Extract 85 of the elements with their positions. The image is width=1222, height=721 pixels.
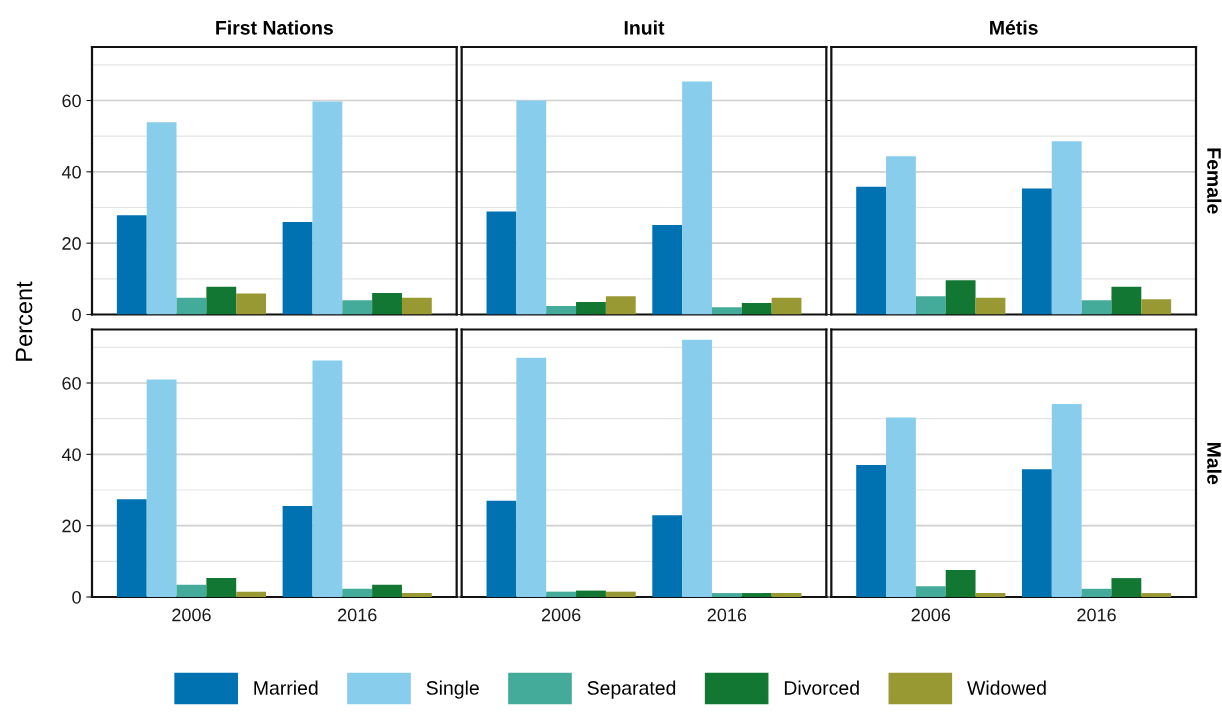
bar xyxy=(915,586,946,597)
bar xyxy=(236,591,267,597)
text: Female xyxy=(1207,148,1222,214)
y-tick-label: 0 xyxy=(72,590,81,604)
bar xyxy=(1141,593,1172,597)
bar xyxy=(975,297,1006,315)
bar xyxy=(886,417,916,597)
x-tick-label: 2006 xyxy=(541,608,581,622)
bar xyxy=(342,300,373,315)
legend-label: Single xyxy=(426,680,479,699)
bar xyxy=(282,222,313,315)
bar xyxy=(206,286,237,315)
bar xyxy=(1081,588,1112,597)
text: Male xyxy=(1207,442,1222,485)
bar xyxy=(915,296,946,315)
bar xyxy=(711,593,742,597)
bar xyxy=(576,302,606,315)
bar xyxy=(546,305,577,315)
x-tick-label: 2016 xyxy=(338,608,377,622)
bar xyxy=(1021,188,1052,315)
bar xyxy=(516,100,547,315)
bar xyxy=(116,499,147,597)
bar xyxy=(1111,578,1142,597)
y-tick-label: 0 xyxy=(72,308,81,322)
bar xyxy=(1141,299,1172,315)
x-tick-label: 2006 xyxy=(172,608,211,622)
bar xyxy=(711,307,742,315)
chart-title: Métis xyxy=(990,20,1038,35)
bar xyxy=(401,297,432,315)
bar xyxy=(342,588,373,597)
x-tick-label: 2016 xyxy=(1077,608,1116,622)
bar xyxy=(401,593,432,597)
bar xyxy=(741,303,772,315)
bar xyxy=(146,122,177,315)
bar xyxy=(945,280,976,315)
y-tick-label: 40 xyxy=(61,165,81,179)
bar xyxy=(682,81,712,315)
bar xyxy=(116,215,147,315)
y-tick-label: 20 xyxy=(62,237,81,250)
y-axis-title: Percent xyxy=(15,281,33,361)
bar xyxy=(1051,404,1082,597)
bar xyxy=(206,578,237,597)
bar xyxy=(605,591,636,597)
y-tick-label: 40 xyxy=(61,448,81,462)
bar xyxy=(372,584,402,597)
legend-label: Separated xyxy=(587,680,676,699)
bar xyxy=(652,515,683,597)
bar xyxy=(975,593,1006,597)
bar xyxy=(1081,300,1112,315)
bar xyxy=(176,584,207,597)
bar xyxy=(546,591,577,597)
legend-label: Widowed xyxy=(967,680,1046,695)
bar xyxy=(236,293,267,315)
bar xyxy=(282,506,313,597)
chart-title: Inuit xyxy=(624,20,665,35)
y-tick-label: 60 xyxy=(62,94,81,108)
bar xyxy=(856,465,887,597)
bar xyxy=(741,593,772,597)
y-tick-label: 20 xyxy=(62,519,81,533)
legend-label: Divorced xyxy=(784,680,859,695)
bar xyxy=(372,293,402,315)
bar xyxy=(1021,469,1052,597)
x-tick-label: 2016 xyxy=(707,608,747,622)
bar xyxy=(771,297,802,315)
bar xyxy=(486,500,517,597)
bar xyxy=(312,101,343,315)
bar xyxy=(576,590,606,597)
bar xyxy=(176,297,207,315)
bar xyxy=(516,357,547,597)
bar xyxy=(486,211,517,315)
bar xyxy=(652,224,683,315)
bar xyxy=(771,593,802,597)
bar xyxy=(682,339,712,597)
bar xyxy=(605,296,636,315)
bar xyxy=(146,379,177,597)
legend-label: Married xyxy=(254,680,318,695)
bar xyxy=(312,360,343,597)
bar xyxy=(1111,286,1142,315)
y-tick-label: 60 xyxy=(62,376,81,390)
bar xyxy=(945,569,976,597)
bar xyxy=(886,156,916,315)
x-tick-label: 2006 xyxy=(911,608,951,622)
chart-title: First Nations xyxy=(216,20,333,35)
bar xyxy=(1051,141,1082,315)
bar xyxy=(856,186,887,315)
